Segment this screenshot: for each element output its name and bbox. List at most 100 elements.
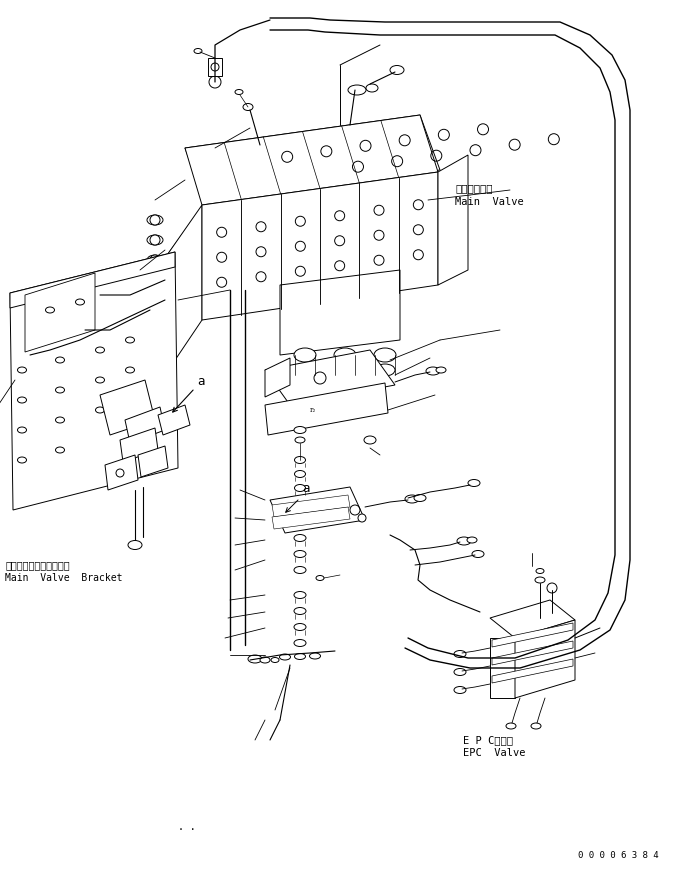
- Ellipse shape: [295, 456, 306, 463]
- Ellipse shape: [335, 364, 355, 376]
- Ellipse shape: [405, 495, 419, 503]
- Ellipse shape: [374, 348, 396, 362]
- Ellipse shape: [426, 367, 440, 375]
- Polygon shape: [492, 659, 573, 683]
- Text: 0 0 0 0 6 3 8 4: 0 0 0 0 6 3 8 4: [578, 851, 659, 860]
- Ellipse shape: [531, 723, 541, 729]
- Ellipse shape: [280, 654, 291, 660]
- Polygon shape: [25, 273, 95, 352]
- Polygon shape: [272, 507, 350, 529]
- Polygon shape: [10, 252, 178, 510]
- Polygon shape: [515, 620, 575, 698]
- Polygon shape: [202, 172, 438, 320]
- Circle shape: [150, 235, 160, 245]
- Ellipse shape: [472, 550, 484, 557]
- Ellipse shape: [294, 550, 306, 557]
- Ellipse shape: [128, 541, 142, 550]
- Polygon shape: [105, 455, 138, 490]
- Polygon shape: [270, 487, 365, 533]
- Ellipse shape: [147, 255, 163, 265]
- Ellipse shape: [316, 576, 324, 580]
- Polygon shape: [120, 428, 158, 462]
- Ellipse shape: [147, 215, 163, 225]
- Circle shape: [358, 514, 366, 522]
- Ellipse shape: [295, 484, 306, 491]
- Ellipse shape: [294, 348, 316, 362]
- Ellipse shape: [390, 65, 404, 75]
- Ellipse shape: [364, 436, 376, 444]
- Polygon shape: [185, 115, 440, 203]
- Ellipse shape: [414, 495, 426, 502]
- Circle shape: [150, 295, 160, 305]
- Ellipse shape: [295, 364, 315, 376]
- Ellipse shape: [457, 537, 471, 545]
- Ellipse shape: [260, 657, 270, 663]
- Ellipse shape: [294, 639, 306, 646]
- Ellipse shape: [454, 651, 466, 658]
- Circle shape: [209, 76, 221, 88]
- Ellipse shape: [467, 537, 477, 543]
- Ellipse shape: [94, 291, 106, 299]
- Circle shape: [150, 255, 160, 265]
- Polygon shape: [490, 638, 515, 698]
- Text: EPC  Valve: EPC Valve: [463, 748, 525, 758]
- Circle shape: [211, 63, 219, 71]
- Polygon shape: [165, 205, 202, 375]
- Text: メインバルブ: メインバルブ: [455, 183, 492, 193]
- Polygon shape: [265, 350, 395, 405]
- Ellipse shape: [348, 85, 366, 95]
- Ellipse shape: [194, 49, 202, 53]
- Ellipse shape: [536, 569, 544, 573]
- Ellipse shape: [366, 84, 378, 92]
- Polygon shape: [165, 203, 205, 320]
- Ellipse shape: [294, 591, 306, 598]
- Polygon shape: [10, 252, 175, 308]
- Circle shape: [150, 215, 160, 225]
- Text: a: a: [302, 482, 309, 495]
- Ellipse shape: [243, 104, 253, 111]
- Ellipse shape: [294, 427, 306, 434]
- Ellipse shape: [454, 669, 466, 676]
- Ellipse shape: [147, 235, 163, 245]
- Polygon shape: [125, 407, 165, 443]
- Text: Main  Valve: Main Valve: [455, 197, 524, 207]
- Polygon shape: [265, 358, 290, 397]
- Ellipse shape: [295, 470, 306, 477]
- Polygon shape: [185, 115, 438, 205]
- Text: . .: . .: [178, 822, 196, 832]
- Text: r₂: r₂: [310, 406, 316, 414]
- Ellipse shape: [91, 327, 99, 333]
- Ellipse shape: [436, 367, 446, 373]
- Ellipse shape: [147, 275, 163, 285]
- Ellipse shape: [334, 348, 356, 362]
- Ellipse shape: [78, 327, 88, 334]
- Polygon shape: [265, 383, 388, 435]
- Ellipse shape: [468, 480, 480, 487]
- Polygon shape: [100, 380, 155, 435]
- Polygon shape: [492, 623, 573, 647]
- Ellipse shape: [271, 658, 279, 663]
- Ellipse shape: [535, 577, 545, 583]
- Ellipse shape: [248, 655, 262, 663]
- Ellipse shape: [147, 295, 163, 305]
- Bar: [208, 58, 222, 76]
- Ellipse shape: [295, 653, 306, 659]
- Ellipse shape: [295, 437, 305, 443]
- Circle shape: [547, 583, 557, 593]
- Ellipse shape: [294, 624, 306, 631]
- Polygon shape: [492, 641, 573, 665]
- Text: E P Cバルブ: E P Cバルブ: [463, 735, 513, 745]
- Ellipse shape: [294, 535, 306, 542]
- Text: メインバルブブラケット: メインバルブブラケット: [5, 560, 70, 570]
- Ellipse shape: [309, 653, 321, 659]
- Text: a: a: [197, 375, 205, 388]
- Polygon shape: [272, 495, 350, 517]
- Polygon shape: [158, 405, 190, 435]
- Ellipse shape: [235, 90, 243, 94]
- Ellipse shape: [295, 498, 306, 505]
- Polygon shape: [138, 446, 168, 477]
- Ellipse shape: [294, 566, 306, 573]
- Ellipse shape: [506, 723, 516, 729]
- Ellipse shape: [294, 607, 306, 615]
- Polygon shape: [280, 270, 400, 355]
